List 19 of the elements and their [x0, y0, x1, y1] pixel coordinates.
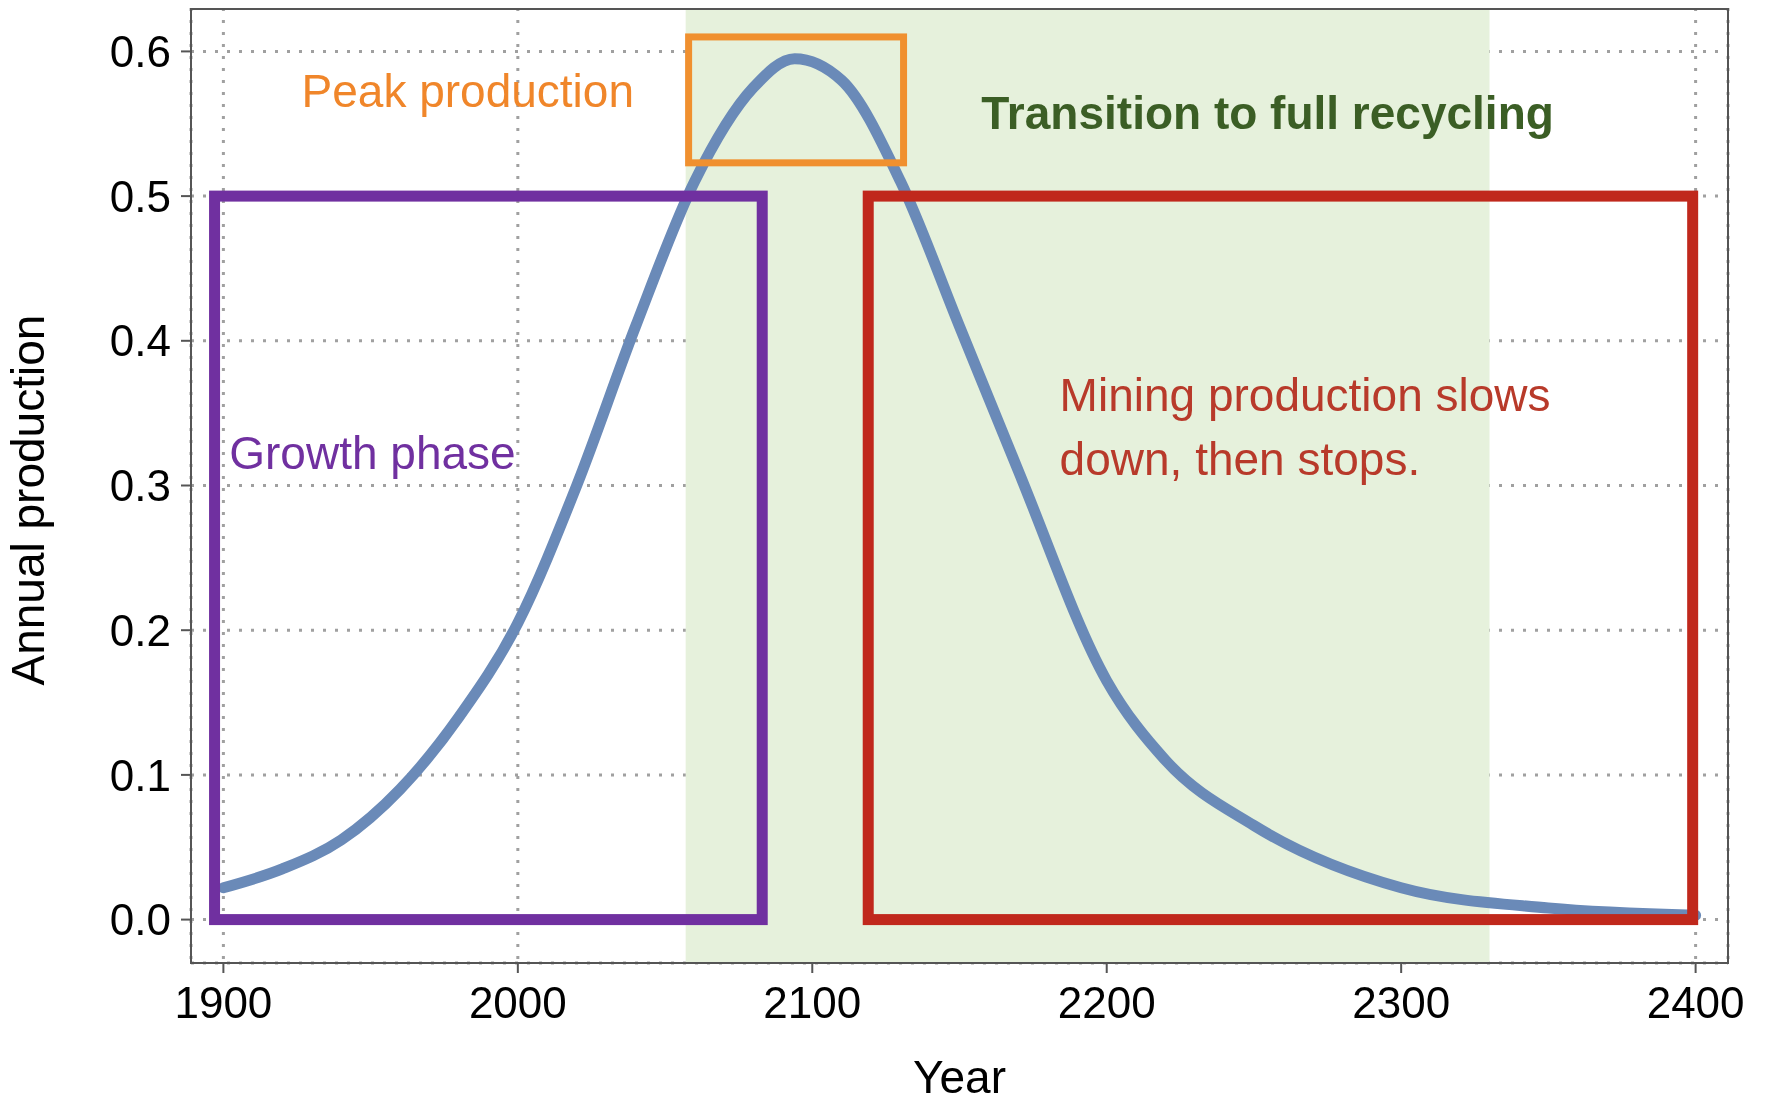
band-label: Transition to full recycling: [981, 86, 1554, 139]
y-tick-label: 0.5: [109, 171, 171, 221]
y-tick-label: 0.4: [109, 316, 171, 366]
x-tick-label: 1900: [174, 978, 273, 1028]
y-axis-title: Annual production: [2, 314, 55, 686]
x-tick-label: 2200: [1057, 978, 1156, 1028]
x-tick-label: 2300: [1352, 978, 1451, 1028]
x-tick-label: 2000: [468, 978, 567, 1028]
y-tick-label: 0.1: [109, 750, 171, 800]
x-tick-label: 2100: [763, 978, 862, 1028]
x-axis-title: Year: [913, 1051, 1006, 1100]
annotation: Growth phase: [229, 426, 516, 479]
y-tick-label: 0.0: [109, 895, 171, 945]
x-tick-label: 2400: [1646, 978, 1745, 1028]
y-tick-label: 0.6: [109, 27, 171, 77]
annotation: Peak production: [301, 64, 634, 117]
annotation: Mining production slows down, then stops.: [1059, 368, 1551, 485]
y-tick-label: 0.3: [109, 461, 171, 511]
y-tick-label: 0.2: [109, 605, 171, 655]
